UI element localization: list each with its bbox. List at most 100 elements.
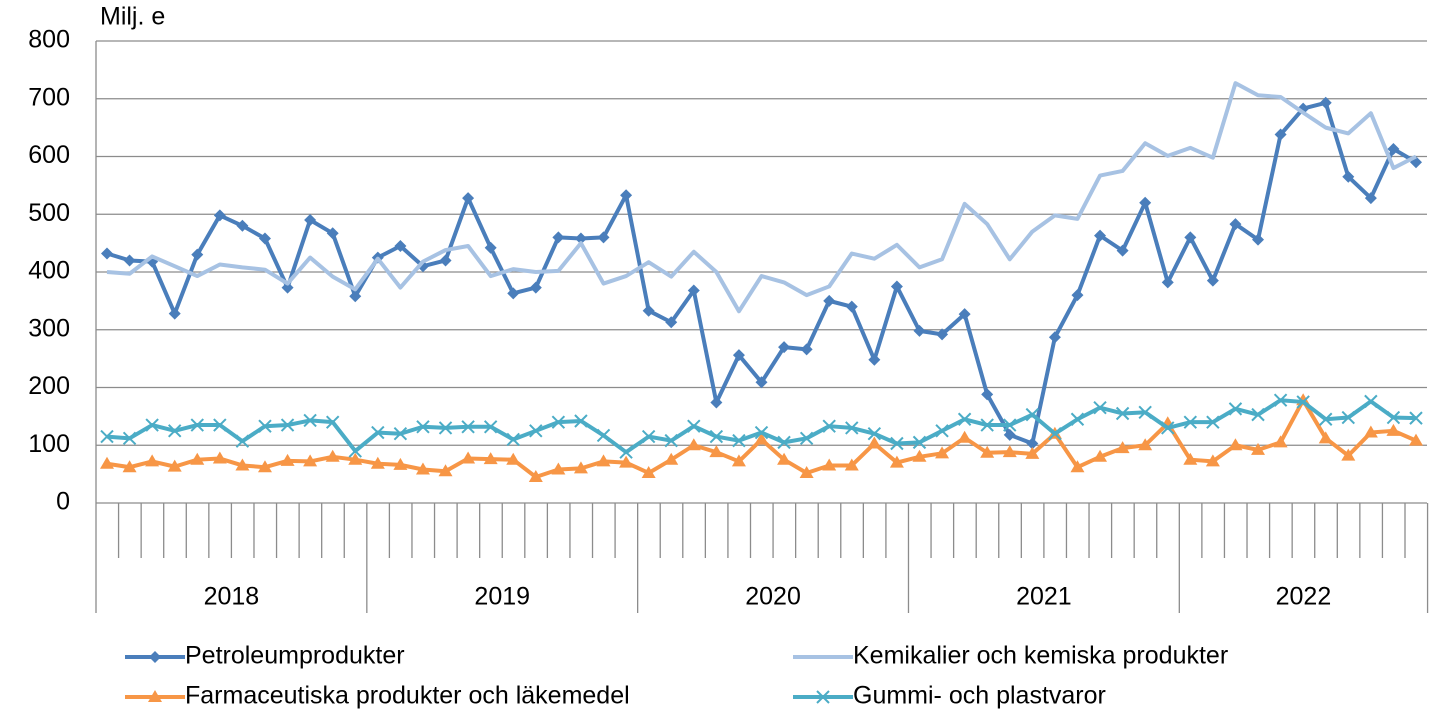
marker	[1228, 438, 1243, 451]
series-line	[106, 100, 1418, 446]
marker	[438, 421, 453, 435]
marker	[462, 192, 475, 205]
marker	[641, 429, 656, 444]
marker	[325, 415, 340, 429]
marker	[484, 241, 497, 254]
marker	[732, 349, 745, 362]
marker	[867, 436, 882, 449]
marker	[348, 444, 362, 458]
marker	[912, 435, 927, 450]
marker	[213, 209, 226, 222]
marker	[1093, 449, 1108, 462]
marker	[823, 294, 836, 307]
marker	[1115, 406, 1130, 421]
marker	[957, 412, 972, 426]
marker	[1206, 274, 1219, 287]
marker	[483, 420, 498, 434]
marker	[325, 449, 340, 462]
marker	[777, 435, 791, 450]
marker	[281, 281, 294, 294]
legend-label: Gummi- och plastvaror	[853, 682, 1106, 710]
marker	[1386, 423, 1401, 436]
marker	[1273, 393, 1288, 407]
marker	[1138, 405, 1152, 420]
y-tick-label: 300	[28, 314, 70, 342]
marker	[664, 433, 678, 448]
marker	[529, 281, 542, 294]
marker	[778, 341, 791, 354]
marker	[507, 287, 520, 300]
marker	[529, 424, 543, 438]
marker	[1025, 446, 1040, 459]
marker	[958, 308, 971, 321]
marker	[168, 307, 181, 320]
y-tick-label: 400	[28, 257, 70, 285]
marker	[349, 290, 362, 303]
marker	[551, 462, 566, 475]
marker	[1319, 96, 1332, 109]
marker	[149, 651, 161, 663]
marker	[800, 343, 813, 356]
marker	[416, 420, 430, 434]
marker	[1048, 426, 1062, 441]
marker	[816, 690, 830, 704]
marker	[687, 419, 701, 433]
marker	[1364, 192, 1377, 205]
marker	[868, 353, 881, 366]
marker	[957, 430, 972, 443]
marker	[1070, 460, 1085, 473]
y-tick-label: 0	[56, 488, 70, 516]
marker	[890, 280, 903, 293]
marker	[506, 432, 520, 447]
marker	[122, 431, 137, 446]
marker	[1387, 142, 1400, 155]
marker	[1094, 229, 1107, 242]
marker	[1205, 454, 1220, 467]
marker	[596, 454, 611, 467]
y-tick-label: 600	[28, 141, 70, 169]
marker	[304, 214, 317, 227]
marker	[213, 418, 227, 432]
marker	[370, 456, 385, 469]
marker	[822, 458, 837, 471]
marker	[574, 414, 588, 428]
marker	[1183, 452, 1198, 465]
marker	[439, 254, 452, 267]
marker	[258, 232, 271, 245]
marker	[1116, 244, 1129, 257]
marker	[393, 457, 408, 470]
marker	[913, 324, 926, 337]
marker	[1363, 425, 1378, 438]
marker	[303, 413, 317, 428]
marker	[1296, 395, 1310, 409]
marker	[1139, 196, 1152, 209]
marker	[438, 464, 453, 477]
x-group-label: 2020	[745, 583, 801, 611]
marker	[619, 445, 633, 459]
marker	[145, 454, 160, 467]
marker	[1319, 412, 1333, 426]
marker	[731, 454, 746, 467]
marker	[867, 426, 882, 441]
marker	[754, 432, 769, 445]
marker	[686, 438, 701, 451]
marker	[167, 424, 182, 438]
marker	[100, 429, 114, 444]
marker	[980, 445, 995, 458]
marker	[1318, 431, 1333, 444]
marker	[394, 240, 407, 253]
legend-label: Petroleumprodukter	[185, 642, 405, 670]
marker	[1002, 445, 1017, 458]
y-tick-label: 500	[28, 199, 70, 227]
marker	[1070, 412, 1085, 426]
marker	[1161, 421, 1175, 435]
marker	[483, 452, 498, 465]
marker	[844, 458, 859, 471]
marker	[145, 418, 159, 432]
marker	[393, 426, 408, 441]
marker	[148, 690, 162, 702]
marker	[936, 328, 949, 341]
marker	[777, 452, 792, 465]
marker	[1184, 231, 1197, 244]
